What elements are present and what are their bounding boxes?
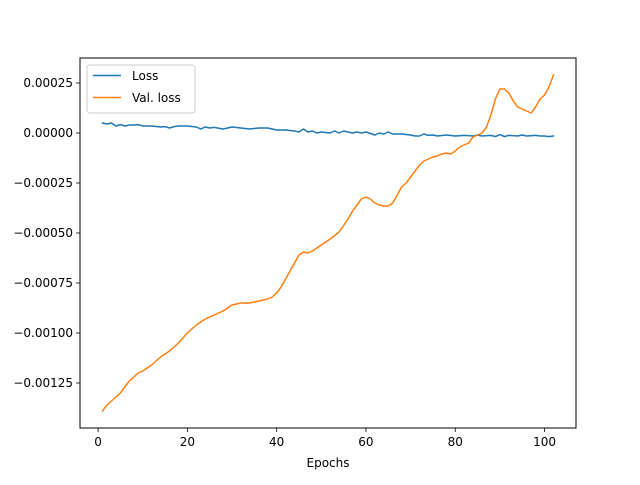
- legend-label-val-loss: Val. loss: [132, 91, 181, 105]
- legend: Loss Val. loss: [86, 64, 196, 114]
- y-tick-label: −0.00125: [13, 376, 73, 390]
- x-axis-label: Epochs: [307, 456, 350, 470]
- series-layer: [101, 74, 555, 413]
- x-tick-label: 20: [180, 435, 195, 449]
- legend-label-loss: Loss: [132, 69, 158, 83]
- y-tick-label: −0.00025: [13, 176, 73, 190]
- x-tick-label: 0: [94, 435, 102, 449]
- y-tick-label: −0.00100: [13, 326, 73, 340]
- y-tick-label: −0.00075: [13, 276, 73, 290]
- y-tick-label: −0.00050: [13, 226, 73, 240]
- axes: 0 20 40 60 80 100 −0.00125−0.00100−0.00075−0.…: [13, 57, 577, 470]
- x-tick-label: 80: [448, 435, 463, 449]
- x-tick-label: 60: [358, 435, 373, 449]
- series-line-loss: [101, 122, 555, 138]
- plot-frame: [79, 57, 577, 429]
- y-axis-ticks: −0.00125 −0.00100 −0.00075 −0.00050 −0.00025…: [13, 76, 80, 390]
- x-tick-label: 100: [533, 435, 556, 449]
- legend-frame: [86, 64, 196, 114]
- y-tick-label: 0.00000: [23, 126, 73, 140]
- x-tick-label: 40: [269, 435, 284, 449]
- y-tick-label: 0.00025: [23, 76, 73, 90]
- series-line-val-loss: [101, 74, 555, 413]
- x-axis-ticks: 0 20 40 60 80 100: [94, 428, 556, 449]
